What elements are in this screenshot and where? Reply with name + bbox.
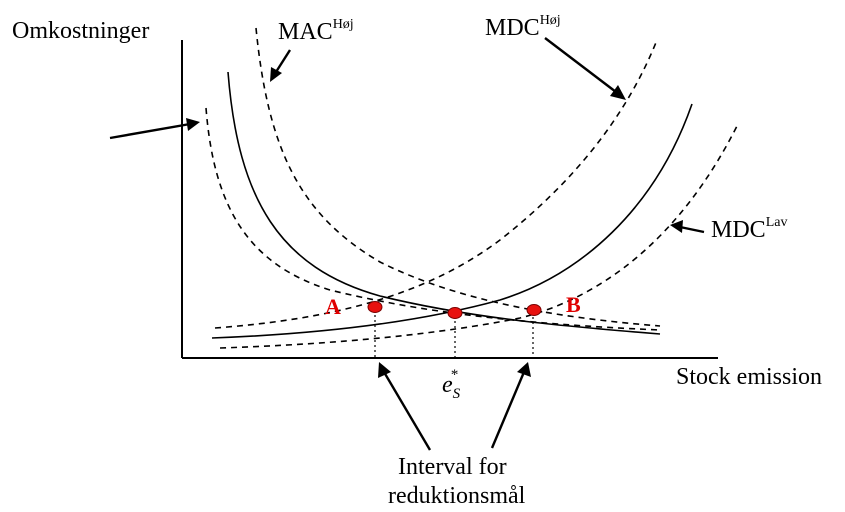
mdc-low-curve [219, 123, 739, 349]
arrow-mdc-high [544, 37, 617, 93]
arrow-mdc-high-head [610, 85, 626, 100]
e-star-label: eS* [442, 367, 461, 402]
arrow-interval-left [382, 371, 432, 451]
arrow-interval-left-head [378, 362, 391, 378]
arrow-interval-right-head [517, 362, 531, 377]
arrow-mdc-low-head [670, 220, 683, 233]
y-axis-label: Omkostninger [12, 18, 149, 44]
arrow-mac-high [274, 49, 292, 73]
point-a-label: A [325, 294, 341, 319]
point-b-marker [526, 304, 542, 316]
mac-central-curve [227, 71, 661, 335]
mdc-high-curve [214, 39, 658, 329]
mac-high-label: MACHøj [278, 17, 354, 45]
mdc-low-label: MDCLav [711, 215, 787, 243]
point-e-star-marker [447, 307, 463, 319]
arrow-mdc-low [679, 225, 705, 234]
point-a-marker [367, 301, 383, 313]
arrow-interval-right [490, 371, 526, 449]
arrow-mac-high-head [270, 67, 282, 82]
arrow-unlabeled-head [186, 118, 200, 131]
x-axis-label: Stock emission [676, 364, 822, 390]
interval-label-line2: reduktionsmål [388, 483, 526, 509]
interval-label-line1: Interval for [398, 454, 507, 480]
mac-high-curve [255, 27, 661, 327]
mdc-high-label: MDCHøj [485, 13, 561, 41]
mdc-central-curve [211, 103, 693, 339]
mac-low-curve [205, 107, 661, 331]
arrow-unlabeled [109, 122, 191, 140]
point-b-label: B [566, 292, 581, 317]
